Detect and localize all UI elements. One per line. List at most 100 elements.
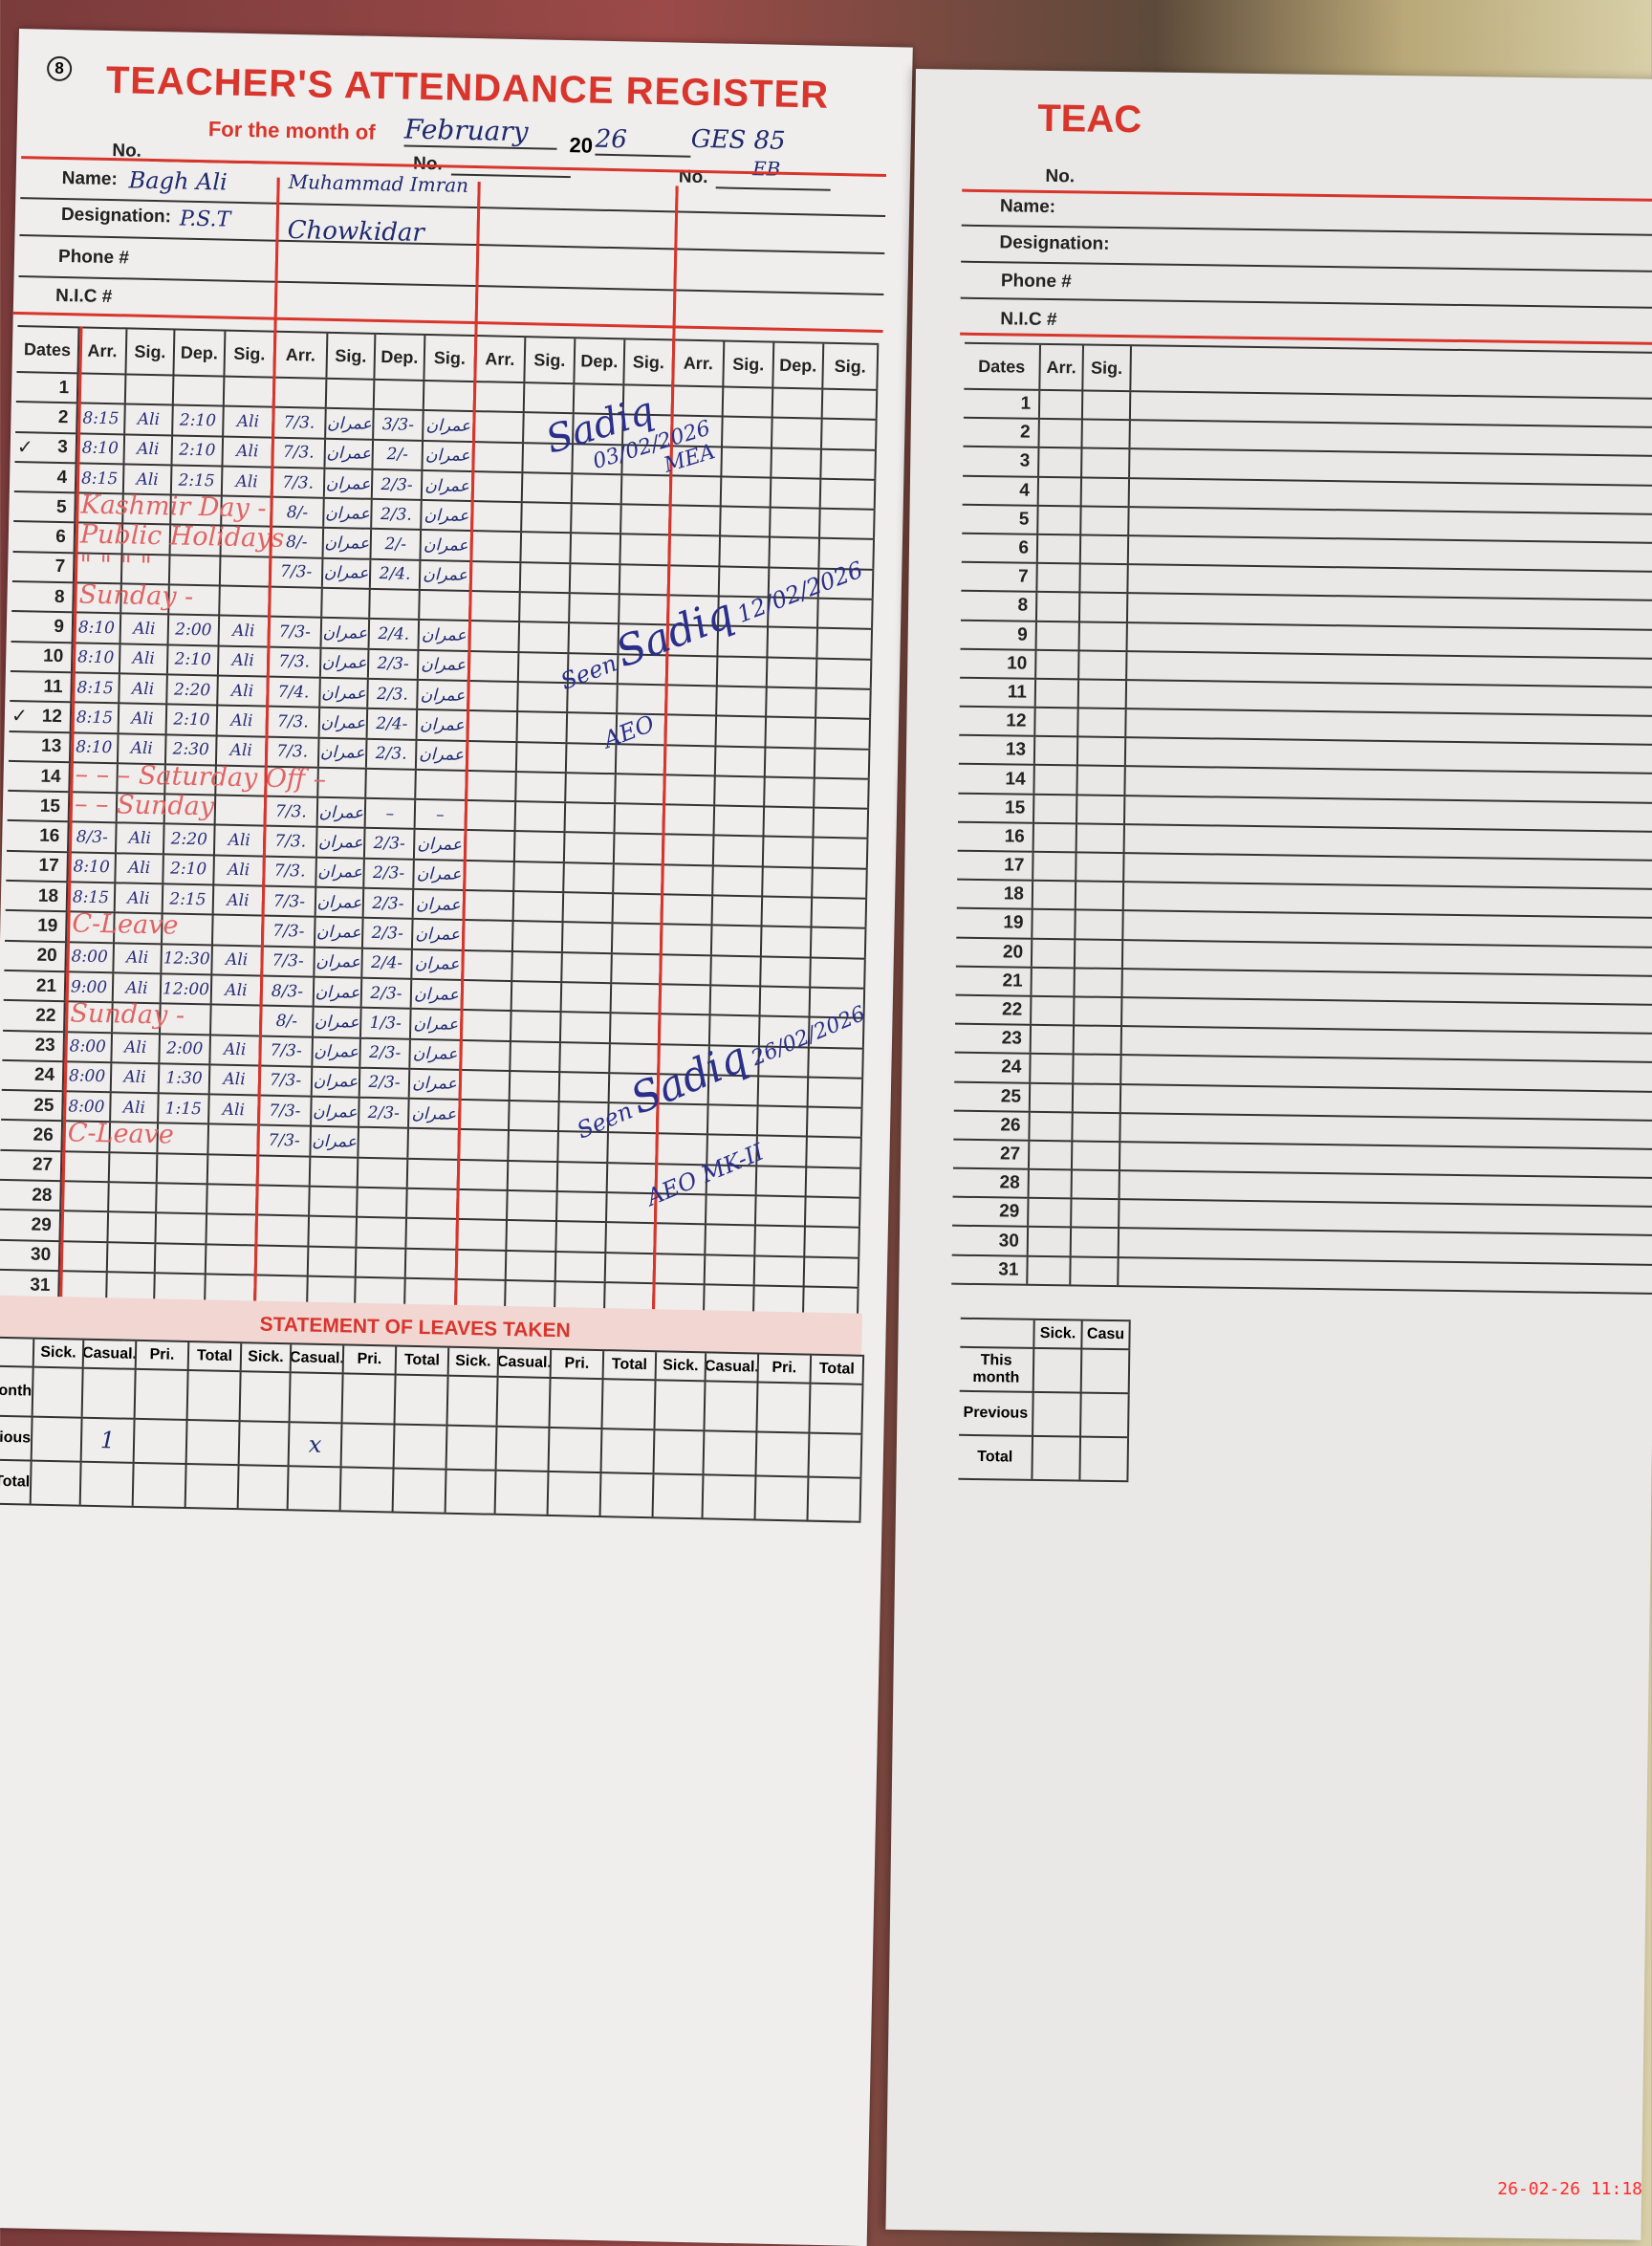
next-leaves-row: Previous — [959, 1391, 1130, 1439]
entry-cell: عمران — [418, 650, 470, 680]
empty-cell — [555, 1252, 607, 1282]
empty-cell — [614, 863, 663, 894]
empty-cell — [713, 866, 764, 896]
date-cell: 11 — [10, 671, 73, 702]
empty-cell — [514, 832, 566, 861]
page-title: TEACHER'S ATTENDANCE REGISTER — [105, 58, 830, 117]
month-value: February — [403, 113, 558, 150]
leaves-row-label: This month — [0, 1366, 34, 1416]
empty-cell — [766, 717, 817, 748]
leaves-column-header: Pri. — [758, 1354, 813, 1383]
entry-cell — [59, 1241, 109, 1272]
entry-cell: Ali — [218, 676, 269, 706]
empty-cell — [616, 744, 666, 774]
entry-cell: عمران — [315, 918, 364, 948]
entry-cell — [308, 1247, 358, 1276]
check-mark: ✓ — [16, 436, 33, 458]
entry-cell — [255, 1246, 310, 1276]
empty-cell — [822, 389, 879, 420]
entry-cell — [273, 378, 328, 408]
empty-cell — [564, 833, 616, 862]
entry-cell: Ali — [124, 435, 174, 465]
date-cell: 23 — [2, 1031, 66, 1061]
next-no-label: No. — [1045, 165, 1076, 187]
empty-cell — [463, 950, 513, 980]
leaves-column-header: Sick. — [33, 1339, 85, 1367]
next-nic-label: N.I.C # — [1000, 309, 1057, 331]
entry-cell: 2/3- — [372, 469, 424, 500]
month-label: For the month of — [207, 117, 376, 144]
empty-cell — [509, 1131, 559, 1161]
column-header: Dates — [16, 327, 80, 373]
empty-cell — [470, 561, 522, 592]
entry-cell: 8:15 — [76, 464, 125, 493]
leaves-value: x — [289, 1423, 343, 1467]
day-note: C-Leave — [67, 1118, 175, 1151]
empty-cell — [1079, 651, 1128, 680]
leaves-value — [446, 1470, 497, 1514]
entry-cell: 7/3. — [267, 707, 321, 737]
entry-cell: Ali — [118, 733, 167, 764]
date-cell: 9 — [11, 612, 75, 642]
leaves-value — [757, 1383, 812, 1432]
empty-cell — [461, 1040, 511, 1070]
entry-cell: 2:20 — [163, 824, 216, 855]
leaves-column-header: Pri. — [343, 1345, 398, 1374]
entry-cell — [211, 1005, 262, 1036]
column-header: Dep. — [575, 338, 626, 384]
entry-cell: 7/3. — [273, 407, 327, 438]
date-cell: 8 — [11, 582, 75, 612]
empty-cell — [761, 957, 812, 987]
empty-cell — [715, 776, 766, 806]
entry-cell: عمران — [422, 501, 473, 531]
entry-cell: Ali — [116, 854, 164, 883]
entry-cell: عمران — [321, 619, 371, 648]
next-name-label: Name: — [999, 196, 1056, 218]
empty-cell — [1071, 1228, 1120, 1256]
entry-cell: Ali — [213, 885, 265, 915]
entry-cell: عمران — [410, 1010, 463, 1039]
entry-cell: 2:10 — [167, 645, 220, 675]
entry-cell: Ali — [210, 1035, 261, 1065]
empty-cell — [620, 534, 671, 565]
day-note: C-Leave — [72, 908, 179, 942]
entry-cell: 8/- — [261, 1006, 315, 1036]
empty-cell — [706, 1225, 756, 1255]
empty-cell — [1033, 823, 1077, 852]
empty-cell — [472, 502, 523, 532]
date-cell: 13 — [958, 735, 1036, 765]
entry-cell — [109, 1152, 159, 1183]
entry-cell: 2:10 — [173, 405, 225, 436]
empty-cell — [470, 592, 521, 621]
empty-cell — [1074, 1055, 1122, 1083]
date-cell: 11 — [959, 678, 1037, 707]
column-header: Sig. — [525, 338, 576, 383]
empty-cell — [1031, 1025, 1076, 1054]
leaves-value — [655, 1381, 706, 1430]
date-cell: 16 — [957, 822, 1034, 851]
entry-cell: عمران — [325, 439, 375, 469]
leaves-column-header: Total — [188, 1342, 243, 1371]
empty-cell — [822, 419, 878, 449]
entry-cell: Ali — [212, 946, 263, 975]
empty-cell — [1030, 1083, 1075, 1112]
empty-cell — [474, 412, 525, 442]
entry-cell: 2:10 — [172, 436, 225, 466]
empty-cell — [1032, 1436, 1082, 1480]
empty-cell — [612, 953, 662, 984]
empty-cell — [563, 893, 615, 923]
empty-cell — [812, 898, 868, 928]
empty-cell — [510, 1071, 561, 1101]
empty-cell — [564, 862, 615, 893]
empty-cell — [664, 775, 716, 805]
entry-cell: 7/3- — [259, 1096, 313, 1126]
entry-cell: Ali — [123, 465, 173, 494]
leaves-value — [290, 1373, 344, 1423]
date-cell: 6 — [961, 534, 1039, 562]
empty-cell — [1039, 420, 1083, 447]
empty-cell — [515, 802, 567, 832]
leaves-value — [704, 1431, 758, 1475]
empty-cell — [811, 958, 866, 988]
empty-cell — [820, 479, 877, 510]
next-leaves-row: This month — [959, 1347, 1131, 1395]
